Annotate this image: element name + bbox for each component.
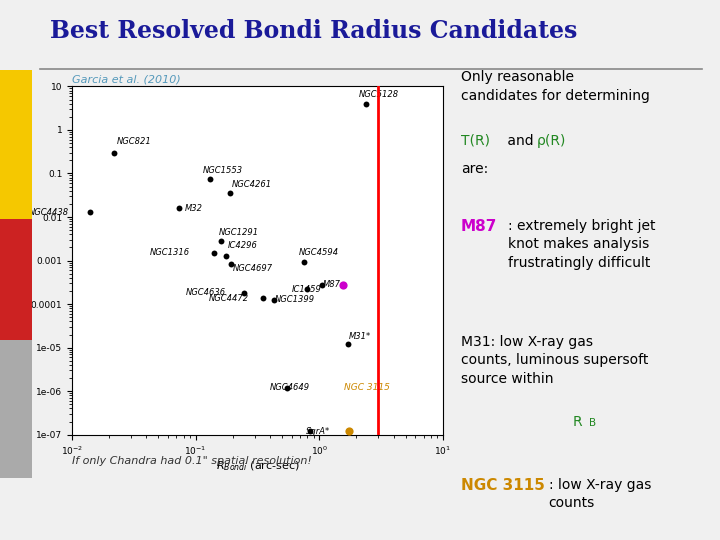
Text: : extremely bright jet
knot makes analysis
frustratingly difficult: : extremely bright jet knot makes analys…	[508, 219, 655, 269]
Text: M31: low X-ray gas
counts, luminous supersoft
source within: M31: low X-ray gas counts, luminous supe…	[461, 335, 648, 386]
Point	[343, 427, 355, 436]
Point	[282, 383, 293, 392]
Text: M87: M87	[461, 219, 498, 234]
Text: NGC1291: NGC1291	[219, 228, 259, 237]
Text: R: R	[572, 415, 582, 429]
Text: NGC5128: NGC5128	[359, 90, 399, 99]
Point	[84, 208, 96, 217]
Text: NGC1316: NGC1316	[150, 248, 190, 258]
Text: NGC 3115: NGC 3115	[461, 478, 544, 493]
Point	[173, 204, 184, 212]
Text: NGC4261: NGC4261	[231, 180, 271, 190]
Text: NGC1399: NGC1399	[275, 295, 315, 305]
Text: : low X-ray gas
counts: : low X-ray gas counts	[549, 478, 651, 510]
Text: NGC1553: NGC1553	[203, 166, 243, 174]
Text: Only reasonable
candidates for determining: Only reasonable candidates for determini…	[461, 70, 649, 103]
Point	[225, 259, 237, 268]
Point	[361, 99, 372, 108]
Point	[109, 148, 120, 157]
Text: If only Chandra had 0.1" spatial resolution!: If only Chandra had 0.1" spatial resolut…	[72, 456, 312, 467]
Text: IC1459: IC1459	[292, 285, 322, 294]
Text: NGC4438: NGC4438	[29, 207, 69, 217]
Text: NGC 3115: NGC 3115	[343, 383, 390, 392]
Point	[316, 280, 328, 289]
Text: NGC4594: NGC4594	[299, 248, 338, 258]
Text: are:: are:	[461, 162, 488, 176]
Text: M31*: M31*	[348, 332, 371, 341]
Text: M32: M32	[185, 204, 203, 213]
Text: NGC4636: NGC4636	[186, 288, 225, 298]
Text: SgrA*: SgrA*	[306, 427, 330, 436]
Point	[215, 237, 227, 245]
Point	[208, 248, 220, 257]
Text: and: and	[503, 134, 538, 148]
Text: NGC821: NGC821	[117, 137, 151, 146]
Point	[238, 289, 249, 298]
Point	[342, 340, 354, 348]
Point	[257, 294, 269, 303]
Text: B: B	[589, 418, 596, 429]
Text: NGC4697: NGC4697	[233, 264, 273, 273]
Text: Best Resolved Bondi Radius Candidates: Best Resolved Bondi Radius Candidates	[50, 19, 577, 43]
Y-axis label: $L_X/L_{Bondi}$: $L_X/L_{Bondi}$	[14, 238, 28, 284]
Text: NGC4472: NGC4472	[209, 294, 249, 303]
Point	[298, 257, 310, 266]
Point	[220, 251, 231, 260]
Text: T(R): T(R)	[461, 134, 490, 148]
Point	[225, 188, 236, 197]
Point	[204, 174, 215, 183]
Point	[302, 285, 313, 294]
Text: Garcia et al. (2010): Garcia et al. (2010)	[72, 74, 181, 84]
Text: IC4296: IC4296	[228, 241, 258, 250]
X-axis label: $R_{Bondi}$ (arc-sec): $R_{Bondi}$ (arc-sec)	[215, 460, 300, 473]
Point	[337, 280, 348, 289]
Point	[268, 295, 279, 304]
Text: ρ(R): ρ(R)	[536, 134, 566, 148]
Point	[305, 427, 316, 436]
Text: NGC4649: NGC4649	[270, 383, 310, 392]
Text: M87: M87	[323, 280, 341, 289]
